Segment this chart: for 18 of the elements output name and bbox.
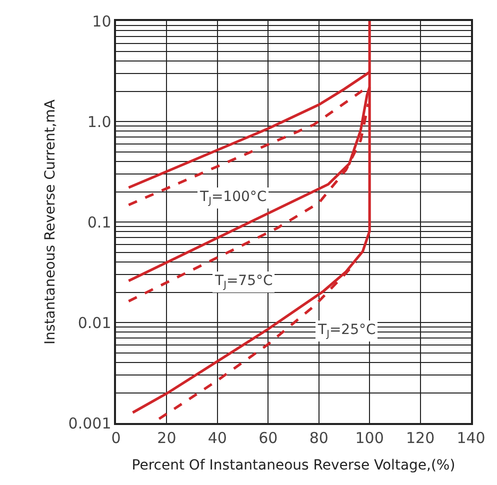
x-tick-label: 120 <box>406 428 435 447</box>
y-tick-label: 10 <box>92 12 112 30</box>
y-tick-label: 1.0 <box>87 112 112 131</box>
x-axis-title: Percent Of Instantaneous Reverse Voltage,(%) <box>132 458 456 474</box>
y-axis-title: Instantaneous Reverse Current,mA <box>42 99 58 344</box>
y-tick-label: 0.01 <box>78 314 112 332</box>
annotation: T$_{J}$=75°C <box>214 273 273 291</box>
annotation: T$_{J}$=100°C <box>199 189 267 207</box>
x-tick-label: 80 <box>309 428 328 447</box>
y-tick-label: 0.1 <box>87 213 112 232</box>
x-tick-label: 0 <box>111 428 121 447</box>
y-tick-label: 0.001 <box>68 414 112 432</box>
annotation: T$_{J}$=25°C <box>317 322 376 340</box>
x-tick-label: 100 <box>355 428 384 447</box>
x-tick-label: 60 <box>258 428 278 447</box>
x-tick-label: 40 <box>208 428 227 447</box>
x-tick-label: 20 <box>157 428 176 447</box>
x-tick-label: 140 <box>456 428 486 447</box>
